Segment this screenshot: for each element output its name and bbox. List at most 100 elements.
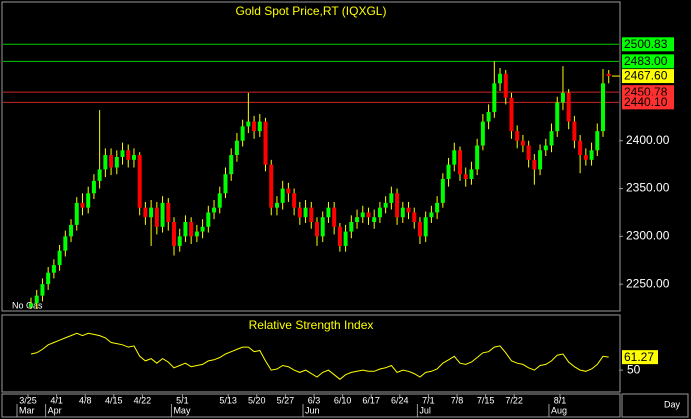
- candle-body: [252, 121, 257, 132]
- candle-body: [154, 207, 159, 227]
- level-label-box: [622, 37, 674, 52]
- level-label: 2450.78: [624, 85, 668, 99]
- candle-body: [463, 174, 468, 179]
- candle-body: [435, 202, 440, 213]
- candle-body: [395, 193, 400, 218]
- candle-body: [532, 159, 537, 170]
- candle-body: [543, 145, 548, 151]
- current-label-box: [622, 69, 674, 84]
- candle-body: [566, 92, 571, 122]
- level-label: 2440.10: [624, 95, 668, 109]
- candle-body: [91, 180, 96, 194]
- candle-body: [217, 193, 222, 208]
- candle-body: [520, 140, 525, 146]
- month-label: May: [173, 405, 191, 415]
- candle-body: [332, 207, 337, 227]
- candle-body: [583, 155, 588, 160]
- note: No Gas: [12, 300, 43, 310]
- candle-body: [257, 121, 262, 132]
- candle-body: [423, 217, 428, 237]
- candle-body: [286, 188, 291, 194]
- candle-body: [189, 222, 194, 237]
- candle-body: [194, 231, 199, 237]
- y-tick-label: 2350.00: [626, 181, 670, 195]
- candle-body: [149, 207, 154, 218]
- candle-body: [400, 207, 405, 218]
- candle-body: [86, 193, 91, 208]
- x-tick-label: 5/20: [248, 395, 266, 405]
- candle-body: [595, 131, 600, 151]
- candle-body: [206, 212, 211, 227]
- x-tick-label: 7/15: [477, 395, 495, 405]
- candle-body: [320, 217, 325, 237]
- candle-body: [57, 250, 62, 266]
- month-label: Mar: [19, 405, 35, 415]
- x-tick-label: 7/1: [422, 395, 435, 405]
- candle-body: [177, 236, 182, 246]
- rsi-title: Relative Strength Index: [249, 318, 374, 332]
- x-tick-label: 7/22: [505, 395, 523, 405]
- candle-body: [143, 207, 148, 218]
- candle-body: [212, 207, 217, 213]
- candle-body: [475, 145, 480, 170]
- candle-body: [515, 131, 520, 141]
- candle-body: [200, 226, 205, 232]
- level-label-box: [622, 54, 674, 69]
- candle-body: [343, 231, 348, 246]
- candle-body: [29, 303, 33, 308]
- month-label: Aug: [551, 405, 567, 415]
- x-tick-label: 4/22: [134, 395, 152, 405]
- candle-body: [34, 295, 39, 304]
- candle-body: [172, 222, 176, 246]
- candle-body: [469, 169, 474, 179]
- x-tick-label: 4/15: [105, 395, 123, 405]
- candle-body: [97, 169, 102, 181]
- x-tick-label: 4/1: [50, 395, 63, 405]
- candle-body: [292, 193, 297, 208]
- candle-body: [560, 92, 565, 103]
- candle-body: [160, 202, 165, 227]
- current-label: 2467.60: [624, 69, 668, 83]
- candle-body: [526, 145, 531, 160]
- candle-body: [46, 272, 51, 285]
- candle-body: [74, 202, 79, 225]
- candle-body: [137, 155, 142, 208]
- candle-body: [166, 202, 171, 223]
- candle-body: [315, 222, 319, 237]
- candle-body: [280, 188, 285, 203]
- candle-body: [417, 222, 422, 237]
- y-tick-label: 2300.00: [626, 229, 670, 243]
- x-tick-label: 3/25: [19, 395, 37, 405]
- candle-body: [360, 212, 365, 218]
- rsi-panel: [1, 314, 621, 393]
- candle-body: [274, 202, 279, 208]
- candle-body: [40, 284, 45, 296]
- candle-body: [69, 224, 74, 237]
- candle-body: [63, 236, 68, 251]
- x-tick-label: 6/17: [362, 395, 380, 405]
- candle-body: [492, 83, 497, 113]
- candle-body: [452, 150, 457, 165]
- candle-body: [372, 217, 377, 223]
- candle-body: [486, 112, 491, 122]
- candle-body: [114, 156, 119, 168]
- date-axis: [1, 393, 621, 418]
- candle-body: [326, 207, 331, 218]
- candle-body: [309, 207, 314, 223]
- candle-body: [389, 193, 394, 203]
- candle-body: [458, 150, 462, 175]
- candle-body: [601, 83, 605, 132]
- candle-body: [355, 217, 360, 223]
- rsi-line: [30, 332, 609, 380]
- x-tick-label: 5/27: [277, 395, 295, 405]
- rsi-last-label: 61.27: [624, 350, 654, 364]
- candle-body: [246, 121, 251, 127]
- x-tick-label: 6/10: [334, 395, 352, 405]
- level-label: 2500.83: [624, 37, 668, 51]
- month-label: Jul: [419, 405, 431, 415]
- candle-body: [377, 207, 382, 218]
- candle-body: [429, 212, 434, 218]
- candle-body: [555, 102, 560, 132]
- candle-body: [406, 207, 411, 213]
